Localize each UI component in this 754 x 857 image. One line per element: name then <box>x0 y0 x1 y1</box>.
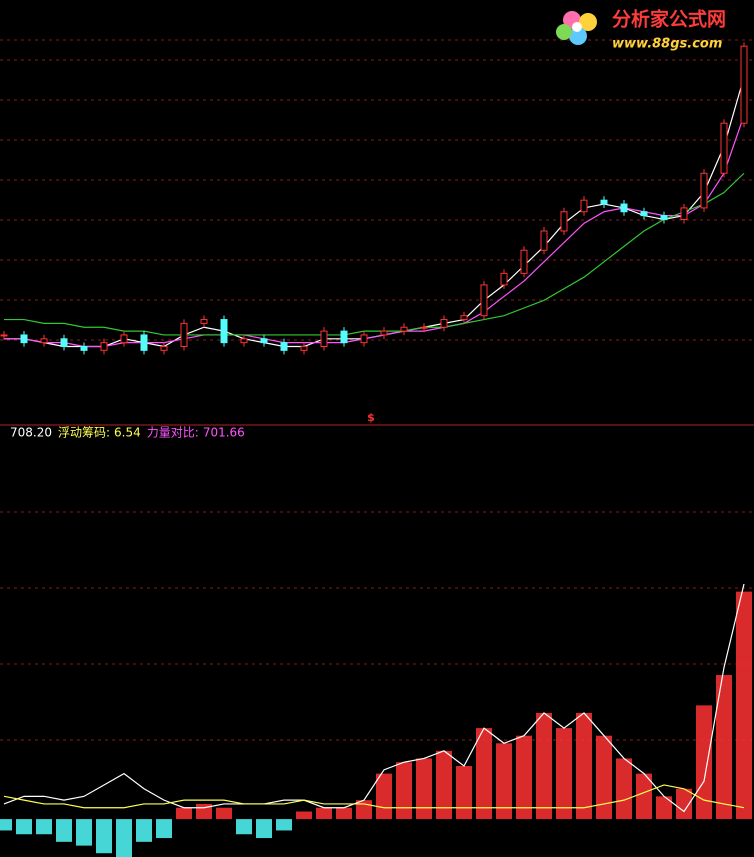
indicator-line <box>3 784 745 809</box>
candle <box>360 334 368 344</box>
candle <box>280 342 288 351</box>
bar <box>336 807 352 820</box>
candle <box>300 346 308 351</box>
signal-marker: $ <box>367 411 375 424</box>
candle <box>380 330 388 336</box>
candle <box>200 319 208 324</box>
candle <box>20 334 28 344</box>
legend-value: 701.66 <box>203 426 245 440</box>
logo-url: www.88gs.com <box>612 37 722 52</box>
bar <box>436 750 452 820</box>
candle <box>680 207 688 220</box>
candle <box>260 338 268 344</box>
candle <box>420 326 428 329</box>
candle <box>720 122 728 174</box>
bar <box>596 735 612 820</box>
bar <box>56 819 72 842</box>
candle <box>180 322 188 347</box>
bar <box>396 762 412 820</box>
candle <box>620 203 628 213</box>
bar <box>636 773 652 820</box>
indicator-line <box>3 583 745 813</box>
legend-value: 708.20 <box>10 426 52 440</box>
bar <box>96 819 112 854</box>
bar <box>296 811 312 820</box>
bar <box>136 819 152 842</box>
bar <box>536 712 552 820</box>
bar <box>456 766 472 820</box>
bar <box>656 796 672 820</box>
bar <box>256 819 272 839</box>
logo-center <box>572 22 582 32</box>
bar <box>156 819 172 839</box>
logo-petal <box>556 24 572 40</box>
bar <box>236 819 252 835</box>
candle <box>560 211 568 232</box>
bar <box>556 728 572 820</box>
candle <box>440 319 448 328</box>
candle <box>500 272 508 286</box>
candle <box>340 330 348 344</box>
candle <box>160 346 168 351</box>
bar <box>416 758 432 820</box>
bar <box>516 735 532 820</box>
legend-value: 6.54 <box>114 426 141 440</box>
candle <box>400 326 408 332</box>
legend-name: 力量对比: <box>147 426 199 440</box>
candle <box>460 315 468 321</box>
bar <box>736 591 752 820</box>
bar <box>356 800 372 820</box>
candle <box>0 334 8 337</box>
bar <box>496 743 512 820</box>
logo: 分析家公式网 www.88gs.com <box>556 8 726 52</box>
logo-petal <box>579 13 597 31</box>
legend-name: 浮动筹码: <box>58 426 110 440</box>
candle <box>700 172 708 209</box>
bar <box>376 773 392 820</box>
candle <box>660 215 668 220</box>
bar <box>576 712 592 820</box>
candle <box>480 284 488 317</box>
bar <box>676 788 692 820</box>
candle <box>220 319 228 344</box>
candle <box>580 199 588 213</box>
logo-title: 分析家公式网 <box>612 8 726 31</box>
candle <box>320 330 328 348</box>
bar <box>16 819 32 835</box>
bar <box>0 819 12 831</box>
bar <box>76 819 92 846</box>
indicator-legend: 708.20 浮动筹码: 6.54 力量对比: 701.66 <box>10 426 245 440</box>
logo-petal <box>569 27 587 45</box>
bar <box>176 807 192 820</box>
indicator-line <box>4 172 745 336</box>
bar <box>276 819 292 831</box>
bar <box>316 807 332 820</box>
bar <box>716 675 732 820</box>
candle <box>60 338 68 347</box>
candle <box>520 249 528 274</box>
candle <box>640 211 648 217</box>
candle <box>80 346 88 351</box>
bar <box>116 819 132 857</box>
bar <box>36 819 52 835</box>
bar <box>696 705 712 820</box>
bar <box>476 728 492 820</box>
bar <box>216 807 232 820</box>
candle <box>240 338 248 344</box>
candle <box>600 199 608 205</box>
candle <box>120 334 128 344</box>
candle <box>740 45 748 124</box>
candle <box>540 230 548 251</box>
candle <box>40 338 48 344</box>
candle <box>100 342 108 351</box>
candle <box>140 334 148 351</box>
bar <box>616 758 632 820</box>
